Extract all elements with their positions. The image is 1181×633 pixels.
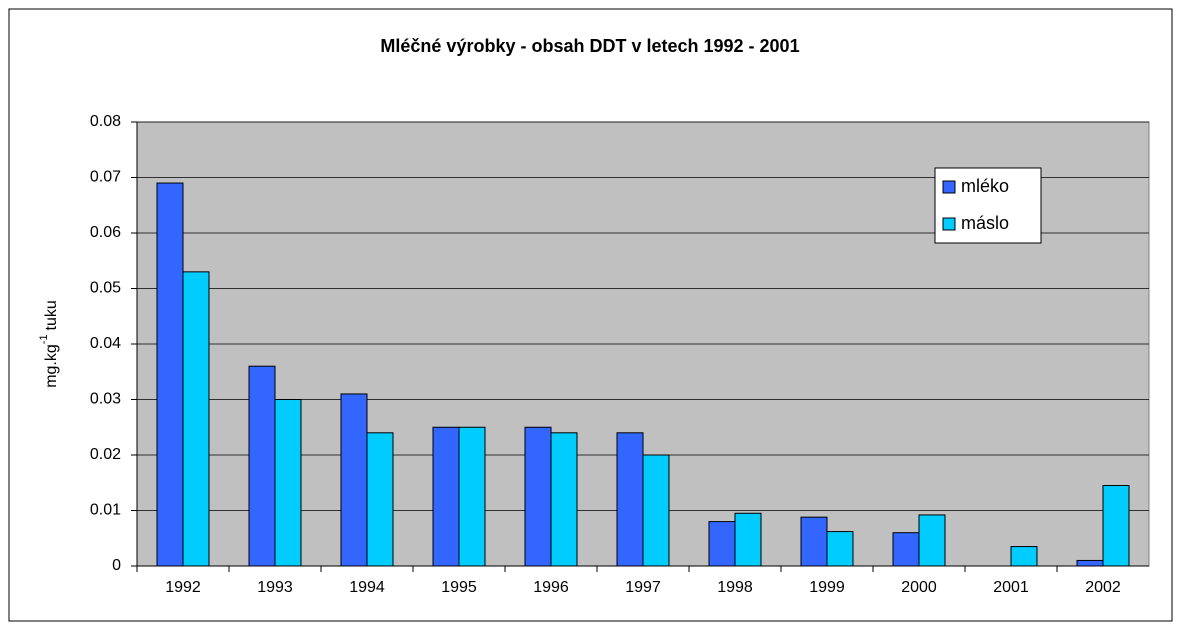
- bar: [1102, 485, 1130, 567]
- bar: [734, 512, 762, 567]
- bar: [1010, 546, 1038, 567]
- legend-label: máslo: [961, 213, 1009, 233]
- x-tick-label: 1995: [441, 579, 477, 596]
- bar: [156, 182, 184, 567]
- bar: [524, 426, 552, 567]
- bar: [918, 514, 946, 567]
- y-tick-label: 0.04: [90, 335, 121, 352]
- y-tick-label: 0.05: [90, 280, 121, 297]
- x-tick-label: 1997: [625, 579, 661, 596]
- y-label-rest: tuku: [43, 300, 60, 330]
- x-tick-label: 1998: [717, 579, 753, 596]
- x-tick-label: 1993: [257, 579, 293, 596]
- legend-label: mléko: [961, 176, 1009, 196]
- x-tick-label: 1992: [165, 579, 201, 596]
- y-axis-label: mg.kg-1 tuku: [38, 300, 60, 388]
- y-label-main: mg.kg: [43, 344, 60, 388]
- bar: [458, 426, 486, 567]
- bar: [248, 365, 276, 567]
- x-tick-label: 2000: [901, 579, 937, 596]
- bar: [642, 454, 670, 567]
- y-tick-label: 0.02: [90, 446, 121, 463]
- y-tick-label: 0.08: [90, 113, 121, 130]
- x-tick-label: 1994: [349, 579, 385, 596]
- bar: [340, 393, 368, 567]
- bar: [274, 399, 302, 567]
- chart-title: Mléčné výrobky - obsah DDT v letech 1992…: [380, 36, 799, 56]
- y-tick-label: 0.01: [90, 502, 121, 519]
- bar: [892, 532, 920, 567]
- legend-swatch: [942, 180, 956, 194]
- x-tick-label: 2001: [993, 579, 1029, 596]
- bar: [1076, 559, 1104, 567]
- y-tick-label: 0.03: [90, 391, 121, 408]
- legend-swatch: [942, 217, 956, 231]
- y-tick-label: 0: [112, 557, 121, 574]
- bar: [826, 531, 854, 567]
- bar: [800, 516, 828, 567]
- bar: [366, 432, 394, 567]
- x-tick-label: 2002: [1085, 579, 1121, 596]
- y-tick-label: 0.07: [90, 169, 121, 186]
- bar: [616, 432, 644, 567]
- y-tick-label: 0.06: [90, 224, 121, 241]
- x-tick-label: 1999: [809, 579, 845, 596]
- x-tick-label: 1996: [533, 579, 569, 596]
- y-label-sup: -1: [38, 334, 50, 344]
- bar: [432, 426, 460, 567]
- bar: [550, 432, 578, 567]
- bar: [182, 271, 210, 567]
- bar: [708, 521, 736, 567]
